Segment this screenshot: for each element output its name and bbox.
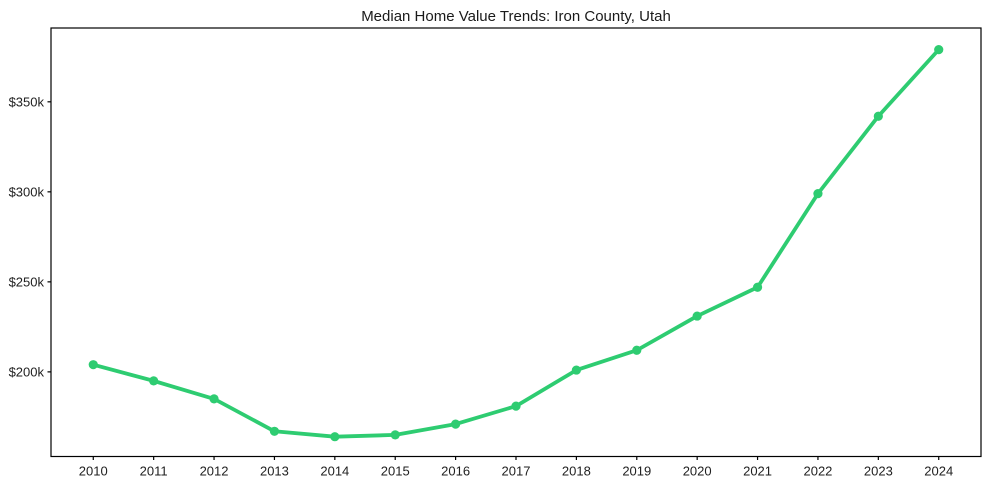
data-point-marker-2012: [209, 394, 219, 404]
y-axis-label: $300k: [9, 184, 45, 199]
data-point-marker-2018: [571, 365, 581, 375]
x-axis-label: 2020: [683, 464, 712, 479]
data-point-marker-2020: [692, 311, 702, 321]
data-point-marker-2024: [934, 45, 944, 55]
data-point-marker-2011: [149, 376, 159, 386]
data-point-marker-2023: [873, 111, 883, 121]
data-point-marker-2013: [269, 426, 280, 436]
x-axis-label: 2023: [864, 464, 893, 479]
y-axis-label: $250k: [9, 274, 45, 289]
data-point-marker-2021: [752, 282, 763, 292]
x-axis-label: 2010: [79, 464, 108, 479]
data-point-marker-2015: [390, 430, 400, 440]
data-point-marker-2022: [813, 189, 823, 199]
y-axis-label: $350k: [9, 94, 45, 109]
chart-title: Median Home Value Trends: Iron County, U…: [361, 8, 671, 25]
data-point-marker-2019: [632, 345, 642, 355]
x-axis-label: 2024: [924, 464, 953, 479]
x-axis-label: 2019: [622, 464, 651, 479]
data-point-marker-2014: [330, 432, 340, 442]
trend-line: [91, 47, 941, 439]
data-point-marker-2016: [451, 419, 461, 429]
x-axis-label: 2021: [743, 464, 772, 479]
x-axis-label: 2014: [320, 464, 349, 479]
x-axis-label: 2013: [260, 464, 289, 479]
x-axis-label: 2017: [502, 464, 531, 479]
x-axis-label: 2016: [441, 464, 470, 479]
x-axis-label: 2011: [140, 464, 168, 479]
x-axis-label: 2022: [803, 464, 832, 479]
y-axis-label: $200k: [9, 364, 45, 379]
data-point-marker-2017: [511, 401, 521, 411]
plot-frame: [50, 27, 982, 458]
x-axis-label: 2015: [381, 464, 410, 479]
data-point-marker-2010: [88, 360, 98, 370]
x-axis-label: 2012: [200, 464, 229, 479]
x-axis-label: 2018: [562, 464, 591, 479]
